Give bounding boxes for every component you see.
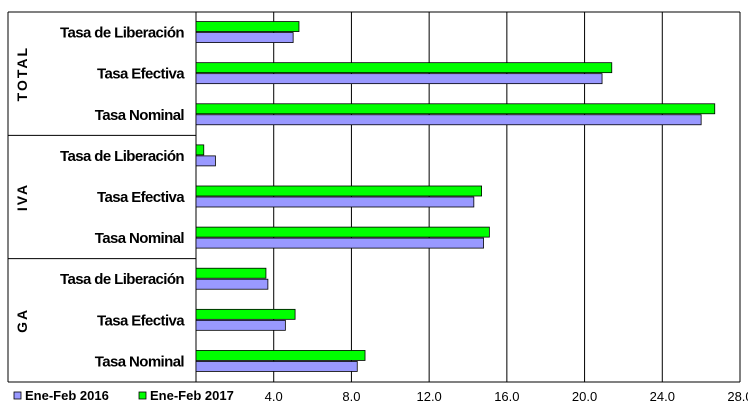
category-label: Tasa Nominal xyxy=(95,107,185,124)
bar-2016 xyxy=(195,237,484,249)
x-tick-label: 24.0 xyxy=(650,389,675,404)
bar-2017 xyxy=(195,103,716,115)
bar-2016 xyxy=(195,155,216,167)
bar-2016 xyxy=(195,73,603,85)
legend-label: Ene-Feb 2016 xyxy=(25,388,109,403)
bar-2016 xyxy=(195,361,358,372)
bar-2017 xyxy=(195,350,366,361)
group-label: IVA xyxy=(14,183,30,211)
category-label: Tasa Nominal xyxy=(95,353,185,370)
legend-label: Ene-Feb 2017 xyxy=(150,388,234,403)
legend-swatch xyxy=(138,391,147,400)
x-tick-label: 28.0 xyxy=(727,389,748,404)
bar-2016 xyxy=(195,196,475,208)
legend: Ene-Feb 2016 Ene-Feb 2017 xyxy=(13,388,234,403)
bar-2017 xyxy=(195,185,483,197)
category-label: Tasa Efectiva xyxy=(97,312,185,329)
bar-2017 xyxy=(195,226,490,238)
x-axis-ticks: 4.0 8.0 12.0 16.0 20.0 24.0 28.0 xyxy=(265,389,748,404)
bar-2016 xyxy=(195,32,294,43)
bar-2017 xyxy=(195,21,300,32)
group-label: TOTAL xyxy=(14,46,30,101)
bar-2017 xyxy=(195,144,205,156)
bar-2017 xyxy=(195,62,613,74)
x-tick-label: 4.0 xyxy=(265,389,283,404)
category-label: Tasa Efectiva xyxy=(97,189,185,206)
bar-2016 xyxy=(195,278,269,290)
bars xyxy=(195,21,716,372)
category-label: Tasa de Liberación xyxy=(60,148,184,165)
bar-2016 xyxy=(195,114,702,126)
x-tick-label: 8.0 xyxy=(342,389,360,404)
legend-swatch xyxy=(13,391,22,400)
category-label: Tasa de Liberación xyxy=(60,25,184,42)
x-tick-label: 12.0 xyxy=(416,389,441,404)
category-label: Tasa Efectiva xyxy=(97,66,185,83)
group-labels: TOTAL IVA GA xyxy=(14,46,30,333)
bar-2016 xyxy=(195,319,286,331)
bar-2017 xyxy=(195,267,267,279)
category-label: Tasa Nominal xyxy=(95,230,185,247)
bar-2017 xyxy=(195,308,296,320)
x-tick-label: 20.0 xyxy=(572,389,597,404)
category-labels: Tasa de Liberación Tasa Efectiva Tasa Nomi… xyxy=(60,25,186,371)
group-label: GA xyxy=(14,308,30,333)
x-tick-label: 16.0 xyxy=(494,389,519,404)
category-label: Tasa de Liberación xyxy=(60,271,184,288)
